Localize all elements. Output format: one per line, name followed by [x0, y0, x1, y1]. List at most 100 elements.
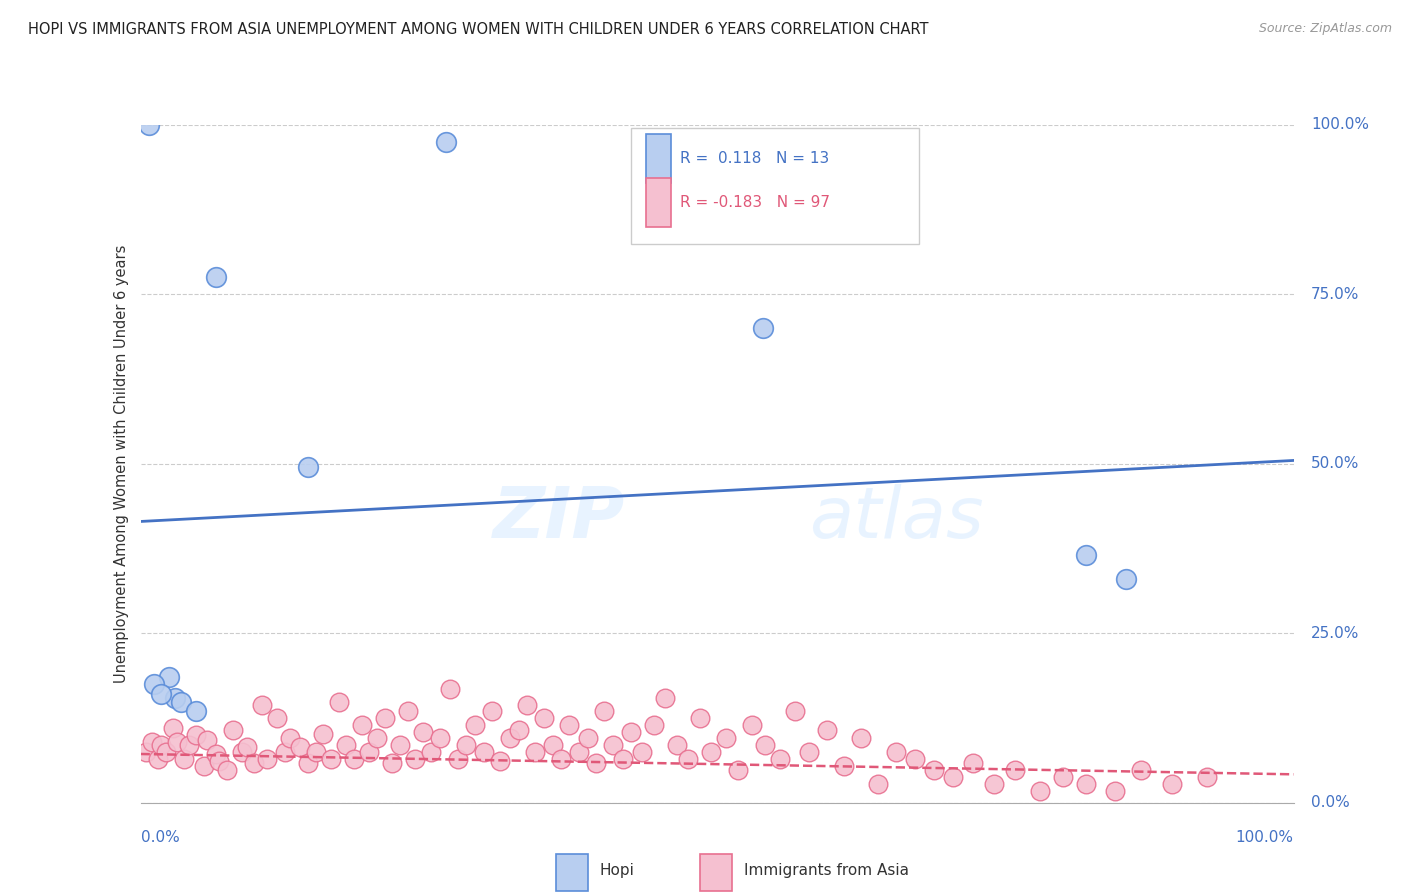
- Point: [612, 752, 634, 766]
- Point: [138, 118, 160, 132]
- Point: [849, 731, 872, 746]
- Point: [173, 752, 195, 766]
- Point: [472, 745, 495, 759]
- Point: [208, 754, 231, 768]
- Point: [922, 764, 945, 778]
- Text: 100.0%: 100.0%: [1236, 830, 1294, 845]
- Text: 50.0%: 50.0%: [1310, 457, 1360, 471]
- Point: [602, 738, 624, 752]
- Point: [388, 738, 412, 752]
- Point: [1004, 764, 1026, 778]
- Point: [357, 745, 380, 759]
- Text: HOPI VS IMMIGRANTS FROM ASIA UNEMPLOYMENT AMONG WOMEN WITH CHILDREN UNDER 6 YEAR: HOPI VS IMMIGRANTS FROM ASIA UNEMPLOYMEN…: [28, 22, 928, 37]
- Point: [193, 758, 215, 772]
- Point: [585, 756, 607, 771]
- Point: [155, 745, 177, 759]
- Point: [543, 738, 565, 752]
- Bar: [645, 135, 671, 183]
- Point: [184, 728, 207, 742]
- Point: [343, 752, 366, 766]
- Point: [150, 738, 173, 752]
- Bar: [555, 854, 588, 891]
- Point: [678, 752, 700, 766]
- Point: [1052, 770, 1074, 784]
- Point: [884, 745, 907, 759]
- Point: [464, 718, 486, 732]
- Point: [288, 740, 311, 755]
- Point: [516, 698, 538, 712]
- Point: [204, 747, 226, 761]
- FancyBboxPatch shape: [630, 128, 920, 244]
- Text: 75.0%: 75.0%: [1310, 287, 1360, 301]
- Point: [381, 756, 404, 771]
- Bar: [700, 854, 733, 891]
- Point: [242, 756, 264, 771]
- Point: [942, 770, 965, 784]
- Point: [754, 738, 776, 752]
- Point: [799, 745, 821, 759]
- Point: [396, 704, 419, 718]
- Text: Immigrants from Asia: Immigrants from Asia: [744, 863, 908, 878]
- Point: [654, 690, 676, 705]
- Point: [274, 745, 297, 759]
- Text: ZIP: ZIP: [492, 483, 624, 552]
- Point: [231, 745, 253, 759]
- Text: R =  0.118   N = 13: R = 0.118 N = 13: [681, 152, 830, 166]
- Point: [280, 731, 302, 746]
- Point: [412, 724, 434, 739]
- Point: [297, 460, 319, 475]
- Point: [143, 677, 166, 691]
- Text: 100.0%: 100.0%: [1310, 118, 1369, 132]
- Point: [217, 764, 239, 778]
- Point: [716, 731, 738, 746]
- Point: [297, 756, 319, 771]
- Point: [1029, 783, 1052, 797]
- Bar: [645, 178, 671, 227]
- Point: [454, 738, 477, 752]
- Point: [498, 731, 520, 746]
- Point: [429, 731, 451, 746]
- Point: [481, 704, 503, 718]
- Point: [197, 733, 219, 747]
- Point: [983, 777, 1005, 791]
- Point: [135, 745, 157, 759]
- Point: [643, 718, 665, 732]
- Point: [619, 724, 641, 739]
- Point: [832, 758, 855, 772]
- Point: [328, 696, 350, 710]
- Point: [558, 718, 581, 732]
- Point: [631, 745, 654, 759]
- Point: [170, 696, 193, 710]
- Point: [305, 745, 328, 759]
- Point: [350, 718, 373, 732]
- Y-axis label: Unemployment Among Women with Children Under 6 years: Unemployment Among Women with Children U…: [114, 244, 129, 683]
- Point: [769, 752, 792, 766]
- Point: [752, 321, 775, 335]
- Point: [235, 740, 257, 755]
- Point: [146, 752, 169, 766]
- Point: [404, 752, 426, 766]
- Point: [162, 721, 184, 735]
- Point: [1195, 770, 1218, 784]
- Point: [204, 270, 226, 285]
- Point: [1104, 783, 1126, 797]
- Point: [568, 745, 591, 759]
- Text: Source: ZipAtlas.com: Source: ZipAtlas.com: [1258, 22, 1392, 36]
- Point: [1074, 777, 1097, 791]
- Point: [868, 777, 890, 791]
- Point: [222, 723, 245, 737]
- Point: [434, 135, 457, 149]
- Point: [439, 681, 461, 696]
- Text: 0.0%: 0.0%: [1310, 796, 1350, 810]
- Point: [150, 687, 173, 701]
- Text: Hopi: Hopi: [599, 863, 634, 878]
- Point: [447, 752, 470, 766]
- Text: atlas: atlas: [810, 483, 984, 552]
- Text: R = -0.183   N = 97: R = -0.183 N = 97: [681, 195, 830, 211]
- Point: [1161, 777, 1184, 791]
- Point: [689, 711, 711, 725]
- Point: [700, 745, 723, 759]
- Point: [741, 718, 763, 732]
- Point: [256, 752, 278, 766]
- Point: [727, 764, 749, 778]
